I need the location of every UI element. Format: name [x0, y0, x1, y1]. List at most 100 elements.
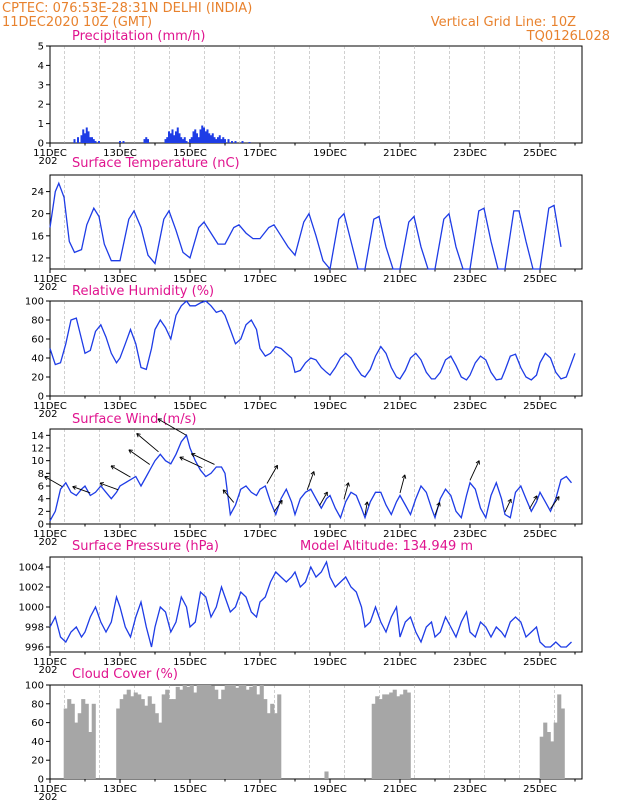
y-tick-label: 3: [38, 80, 44, 91]
bar: [324, 771, 329, 779]
x-tick-label: 21DEC: [383, 401, 417, 412]
bar: [175, 131, 177, 143]
bar: [119, 699, 124, 779]
y-tick-label: 80: [31, 699, 44, 710]
bar: [399, 694, 404, 779]
bar: [84, 133, 86, 143]
bar: [164, 139, 167, 143]
bar: [67, 699, 72, 779]
bar: [88, 732, 93, 779]
bar: [214, 689, 219, 779]
y-tick-label: 20: [31, 209, 44, 220]
bar: [178, 133, 181, 143]
x-tick-label: 13DEC: [103, 274, 137, 285]
x-tick-label: 25DEC: [523, 529, 557, 540]
x-tick-label: 19DEC: [313, 657, 347, 668]
wind-arrow: [179, 456, 203, 469]
x-tick-label: 19DEC: [313, 784, 347, 795]
bar: [81, 699, 86, 779]
panel-6: 0 20 40 60 80 100 11DEC 13DEC 15DEC 17DEC 19DEC 21D…: [25, 667, 583, 800]
bar: [130, 696, 135, 779]
init-time-text: 11DEC2020 10Z (GMT): [2, 15, 152, 30]
wind-arrow: [469, 460, 480, 481]
bar: [210, 135, 212, 143]
bar: [550, 741, 555, 779]
bar: [84, 703, 89, 779]
plot-frame: [49, 300, 583, 397]
y-tick-label: 40: [31, 737, 44, 748]
bar: [122, 141, 125, 143]
y-tick-label: 24: [31, 187, 44, 198]
x-year-label: 202: [38, 409, 57, 420]
wind-arrow-head: [110, 465, 116, 470]
wind-arrow: [136, 433, 159, 453]
x-tick-label: 23DEC: [453, 529, 487, 540]
x-tick-label: 13DEC: [103, 529, 137, 540]
bar: [189, 685, 194, 779]
bar: [168, 699, 173, 779]
bar: [166, 137, 169, 143]
bar: [63, 708, 68, 779]
bar: [203, 127, 205, 143]
wind-arrow-head: [401, 474, 407, 479]
bar: [179, 689, 184, 779]
plot-frame: [49, 556, 583, 653]
y-tick-label: 1002: [19, 583, 44, 594]
x-tick-label: 23DEC: [453, 274, 487, 285]
plot-frame: [49, 45, 583, 144]
wind-arrow: [504, 498, 512, 513]
bar: [378, 699, 383, 779]
panel-title: Cloud Cover (%): [72, 667, 178, 682]
bar: [206, 129, 209, 143]
wind-arrow-head: [136, 433, 141, 438]
bar: [119, 141, 121, 143]
plot-frame: [49, 174, 583, 270]
bar: [201, 125, 204, 143]
y-tick-label: 60: [31, 335, 44, 346]
x-tick-label: 13DEC: [103, 784, 137, 795]
bar: [91, 137, 93, 143]
y-tick-label: 20: [31, 373, 44, 384]
x-year-label: 202: [38, 665, 57, 676]
x-year-label: 202: [38, 537, 57, 548]
bar: [385, 694, 390, 779]
bar: [259, 685, 264, 779]
bar: [249, 686, 254, 779]
wind-arrow-head: [44, 476, 49, 481]
y-tick-label: 0: [38, 520, 44, 531]
wind-arrow: [306, 471, 315, 490]
bar: [406, 692, 411, 779]
bar: [145, 137, 148, 143]
bar: [154, 713, 159, 779]
x-tick-label: 15DEC: [173, 401, 207, 412]
y-tick-label: 10: [31, 456, 44, 467]
series-line: [49, 560, 572, 648]
wind-arrow: [273, 500, 283, 513]
series-line: [49, 433, 573, 522]
y-tick-label: 80: [31, 316, 44, 327]
y-tick-label: 40: [31, 354, 44, 365]
y-tick-label: 14: [31, 431, 44, 442]
grid-line-text: Vertical Grid Line: 10Z: [431, 15, 576, 30]
x-tick-label: 21DEC: [383, 274, 417, 285]
bar: [180, 137, 183, 143]
bar: [116, 708, 121, 779]
bar: [77, 713, 82, 779]
wind-arrow: [222, 489, 235, 503]
wind-arrow: [266, 465, 278, 484]
x-tick-label: 17DEC: [243, 784, 277, 795]
bar: [238, 685, 243, 779]
bar: [89, 137, 92, 143]
wind-arrow-head: [310, 471, 315, 476]
bar: [197, 137, 200, 143]
x-tick-label: 11DEC: [33, 657, 67, 668]
bar: [92, 139, 95, 143]
bar: [147, 696, 152, 779]
x-tick-label: 21DEC: [383, 148, 417, 159]
bar: [143, 139, 146, 143]
y-tick-label: 998: [25, 623, 44, 634]
x-tick-label: 19DEC: [313, 148, 347, 159]
bar: [273, 713, 278, 779]
bar: [389, 692, 394, 779]
panel-5: 996 998 1000 1002 1004 11DEC 13DEC 15DEC 17DEC 19…: [19, 539, 583, 676]
